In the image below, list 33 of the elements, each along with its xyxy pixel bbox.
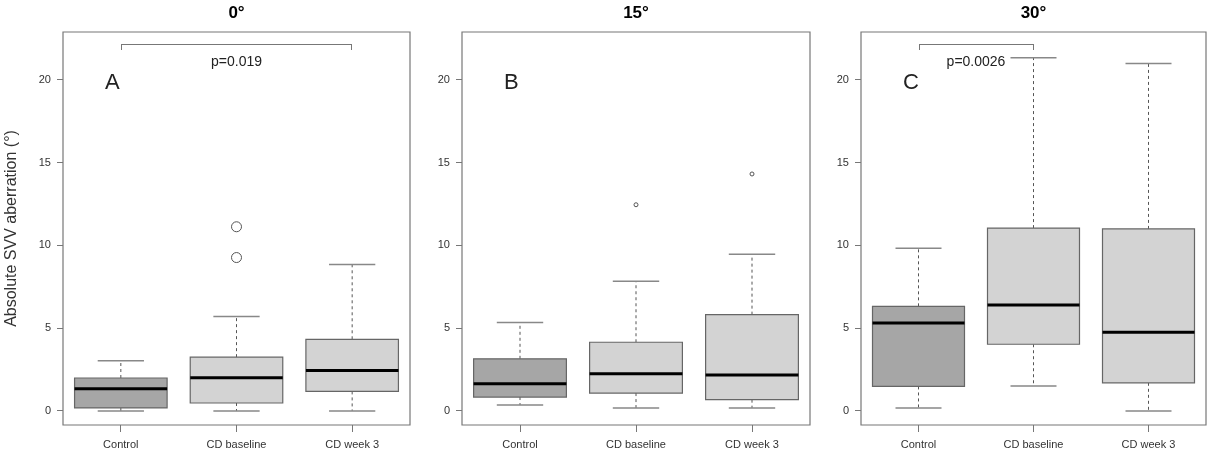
chart-title: 0° — [228, 2, 245, 22]
chart-title: 30° — [1020, 2, 1047, 22]
y-tick-label: 15 — [836, 155, 849, 168]
y-tick-label: 10 — [38, 238, 51, 251]
x-tick-label: Control — [103, 437, 139, 450]
x-tick-label: CD baseline — [606, 437, 666, 450]
chart-title: 15° — [623, 2, 650, 22]
y-tick-label: 20 — [437, 73, 450, 86]
annotation: p=0.019 — [211, 52, 263, 69]
y-tick-label: 5 — [44, 321, 51, 334]
x-tick-label: CD baseline — [1003, 437, 1064, 450]
y-tick-label: 20 — [38, 73, 51, 86]
x-tick-label: CD week 3 — [725, 437, 779, 450]
y-tick-label: 5 — [443, 321, 450, 334]
x-tick-label: CD week 3 — [325, 437, 380, 450]
y-tick-label: 0 — [44, 403, 51, 416]
y-tick-label: 10 — [437, 238, 450, 251]
y-tick-label: 0 — [443, 403, 450, 416]
annotation: B — [504, 69, 519, 95]
annotation: p=0.0026 — [946, 52, 1006, 69]
x-tick-label: Control — [900, 437, 937, 450]
x-tick-label: CD week 3 — [1121, 437, 1176, 450]
y-tick-label: 0 — [842, 403, 849, 416]
annotation: A — [105, 69, 120, 95]
x-tick-label: Control — [502, 437, 538, 450]
y-tick-label: 20 — [836, 73, 849, 86]
y-axis-title: Absolute SVV aberration (°) — [2, 130, 20, 327]
y-tick-label: 10 — [836, 238, 849, 251]
x-tick-label: CD baseline — [206, 437, 267, 450]
annotation: C — [903, 69, 919, 95]
y-tick-label: 15 — [437, 155, 450, 168]
y-tick-label: 5 — [842, 321, 849, 334]
y-tick-label: 15 — [38, 155, 51, 168]
